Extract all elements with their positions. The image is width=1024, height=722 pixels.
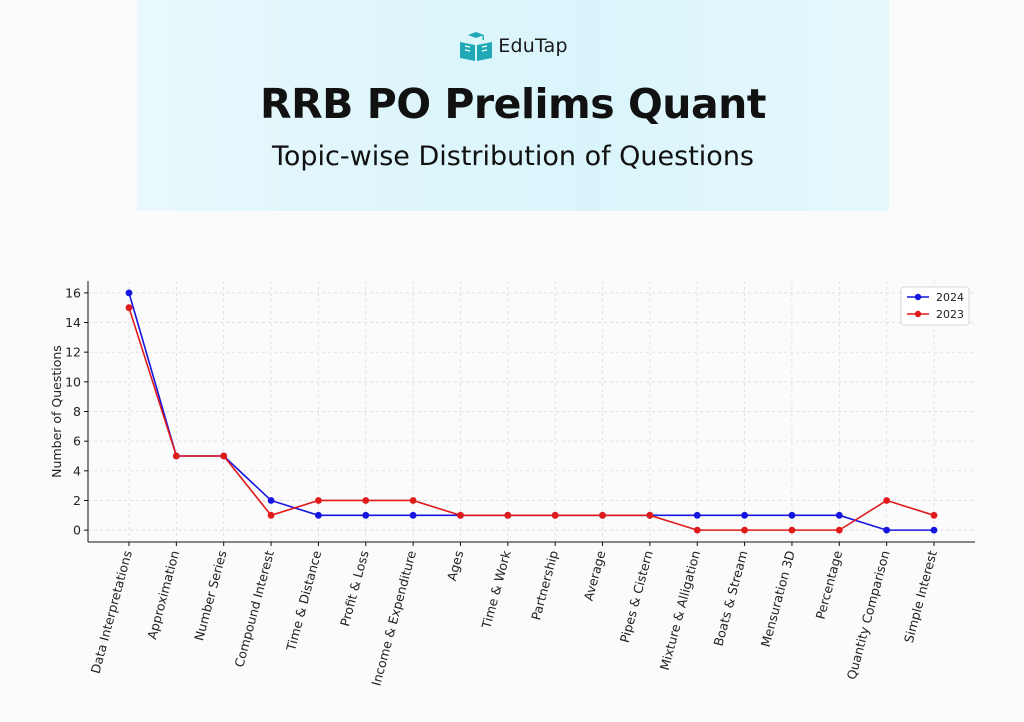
point-2024 [125,289,133,297]
brand-name: EduTap [498,35,568,57]
y-tick-label: 14 [65,315,81,330]
point-2023 [409,497,417,504]
grid [88,281,975,542]
x-tick-label: Time & Distance [283,549,324,654]
y-tick-label: 2 [73,493,81,508]
point-2024 [788,511,796,519]
point-2024 [267,497,275,504]
point-2023 [788,526,796,534]
point-2024 [409,511,417,519]
point-2024 [741,511,748,519]
legend: 2024 2023 [900,286,970,326]
x-tick-label: Mixture & Alligation [657,549,703,672]
y-tick-label: 6 [73,434,81,449]
x-tick-label: Quantity Comparison [844,549,893,681]
legend-label: 2024 [936,291,964,304]
point-2024 [883,526,891,534]
point-2024 [693,511,701,519]
y-tick-label: 10 [65,374,81,389]
y-axis-label: Number of Questions [49,345,64,478]
legend-swatch-marker [914,293,922,301]
y-tick-label: 12 [65,345,81,360]
point-2023 [315,497,322,504]
point-2023 [267,511,275,519]
x-tick-label: Pipes & Cistern [617,549,656,644]
point-2023 [551,511,559,519]
x-tick-label: Mensuration 3D [758,549,798,649]
x-tick-label: Compound Interest [231,549,277,669]
point-2023 [172,452,180,460]
point-2023 [741,526,748,534]
x-tick-label: Boats & Stream [711,549,751,648]
brand: EduTap [137,30,889,62]
x-tick-label: Profit & Loss [337,549,372,628]
point-2023 [362,497,370,504]
x-tick-label: Number Series [191,549,229,642]
x-tick-label: Income & Expenditure [368,549,419,688]
point-2024 [835,511,843,519]
point-2023 [883,497,891,504]
page-subtitle: Topic-wise Distribution of Questions [271,141,755,172]
x-tick-label: Simple Interest [901,549,940,645]
point-2024 [930,526,938,534]
header-banner: EduTap RRB PO Prelims Quant Topic-wise D… [137,0,889,211]
x-tick-label: Partnership [528,549,561,622]
x-ticks: Data Interpretations Approximation Number … [88,542,940,687]
point-2024 [362,511,370,519]
point-2023 [646,511,654,519]
point-2023 [220,452,228,460]
edutap-logo-icon [460,32,493,61]
series-layer [125,289,938,534]
x-tick-label: Data Interpretations [88,549,135,675]
point-2023 [930,511,938,519]
y-tick-label: 4 [73,463,81,478]
point-2023 [457,511,464,519]
x-tick-label: Ages [444,549,466,583]
point-2023 [693,526,701,534]
y-tick-label: 16 [65,285,81,300]
page-title: RRB PO Prelims Quant [260,80,766,128]
legend-label: 2023 [936,308,964,321]
y-tick-label: 0 [73,523,81,538]
series-line-2023 [128,307,935,531]
point-2023 [599,511,606,519]
x-tick-label: Average [581,549,609,603]
y-tick-label: 8 [73,404,81,419]
point-2023 [504,511,512,519]
x-tick-label: Approximation [144,549,182,641]
x-tick-label: Time & Work [478,548,514,631]
y-ticks: 0 2 4 6 8 10 12 14 16 [65,285,88,538]
legend-swatch-marker [914,310,922,318]
point-2024 [315,511,322,519]
series-line-2024 [128,292,934,531]
point-2023 [125,304,133,312]
point-2023 [835,526,843,534]
x-tick-label: Percentage [813,549,846,621]
